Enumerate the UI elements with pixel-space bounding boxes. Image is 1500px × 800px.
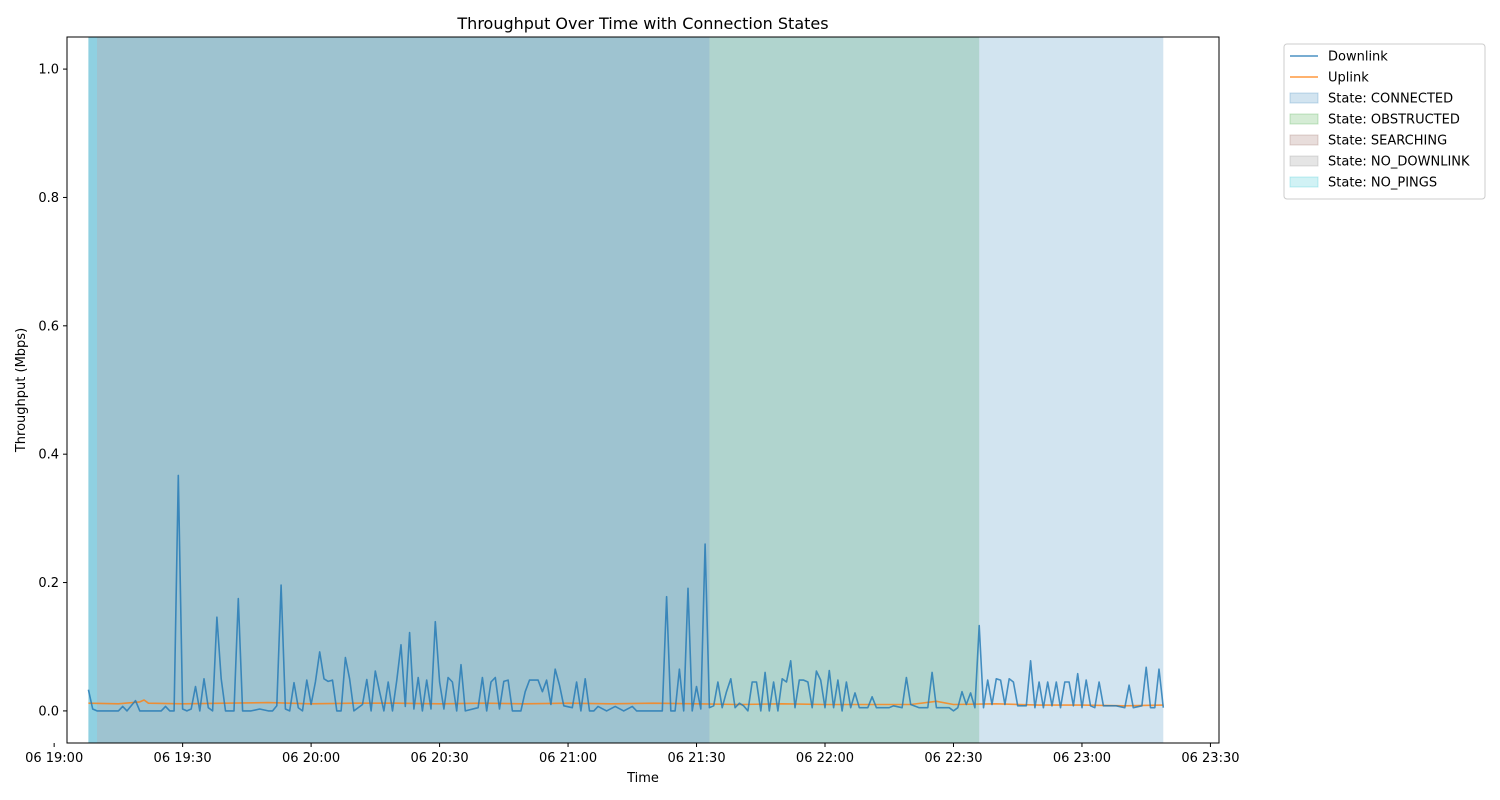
plot-frame — [66, 36, 1220, 744]
y-tick-label: 0.6 — [38, 319, 59, 334]
state-band-searching — [97, 37, 710, 743]
x-tick-label: 06 20:30 — [411, 751, 469, 766]
legend-label-state-obstructed: State: OBSTRUCTED — [1328, 113, 1460, 128]
legend-swatch-state-no-pings — [1289, 176, 1319, 188]
legend-swatch-state-obstructed — [1289, 113, 1319, 125]
y-tick-label: 1.0 — [38, 63, 59, 78]
x-tick-label: 06 23:30 — [1181, 751, 1239, 766]
x-tick-label: 06 22:30 — [924, 751, 982, 766]
x-tick-label: 06 20:00 — [282, 751, 340, 766]
x-tick-label: 06 22:00 — [796, 751, 854, 766]
downlink-line — [87, 474, 1165, 712]
legend-box — [1283, 43, 1486, 200]
x-axis-label: Time — [626, 771, 659, 786]
legend-swatch-state-no-downlink — [1289, 155, 1319, 167]
x-tick-label: 06 19:00 — [25, 751, 83, 766]
y-axis: 0.0 0.2 0.4 0.6 0.8 1.0 — [38, 63, 67, 719]
y-tick-label: 0.8 — [38, 191, 59, 206]
uplink-line — [88, 699, 1164, 707]
state-bands — [88, 37, 1164, 743]
y-axis-label: Throughput (Mbps) — [14, 328, 29, 453]
chart-title: Throughput Over Time with Connection Sta… — [456, 14, 828, 33]
x-tick-label: 06 23:00 — [1053, 751, 1111, 766]
state-band-no-pings — [88, 37, 710, 743]
legend-label-state-no-downlink: State: NO_DOWNLINK — [1328, 155, 1470, 170]
state-band-obstructed — [709, 37, 980, 743]
x-axis: 06 19:00 06 19:30 06 20:00 06 20:30 06 21:00… — [25, 743, 1240, 766]
series-lines — [87, 474, 1165, 712]
legend-label-downlink: Downlink — [1328, 50, 1388, 65]
y-tick-label: 0.0 — [38, 704, 59, 719]
y-tick-label: 0.4 — [38, 448, 59, 463]
legend-swatch-state-searching — [1289, 134, 1319, 146]
legend: Downlink Uplink State: CONNECTED State: OBS… — [1283, 43, 1486, 200]
legend-label-state-searching: State: SEARCHING — [1328, 134, 1447, 149]
y-tick-label: 0.2 — [38, 576, 59, 591]
state-band-no-pings — [88, 37, 97, 743]
x-tick-label: 06 21:00 — [539, 751, 597, 766]
state-band-connected — [88, 37, 1164, 743]
legend-label-state-connected: State: CONNECTED — [1328, 92, 1453, 107]
legend-label-uplink: Uplink — [1328, 71, 1369, 86]
legend-label-state-no-pings: State: NO_PINGS — [1328, 176, 1437, 191]
legend-swatch-state-connected — [1289, 92, 1319, 104]
x-tick-label: 06 19:30 — [154, 751, 212, 766]
x-tick-label: 06 21:30 — [667, 751, 725, 766]
